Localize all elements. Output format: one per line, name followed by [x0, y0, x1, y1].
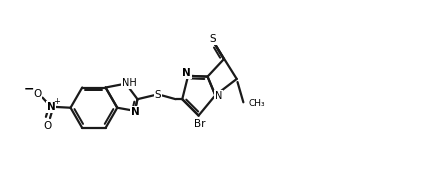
- Text: N: N: [215, 91, 222, 101]
- Text: N: N: [182, 68, 191, 78]
- Text: S: S: [210, 34, 216, 44]
- Text: −: −: [24, 83, 35, 95]
- Text: N: N: [131, 107, 140, 117]
- Text: S: S: [155, 90, 161, 100]
- Text: +: +: [53, 97, 60, 106]
- Text: O: O: [33, 89, 41, 99]
- Text: O: O: [43, 121, 52, 131]
- Text: N: N: [47, 102, 55, 112]
- Text: Br: Br: [194, 119, 205, 129]
- Text: CH₃: CH₃: [248, 99, 265, 108]
- Text: NH: NH: [122, 78, 136, 88]
